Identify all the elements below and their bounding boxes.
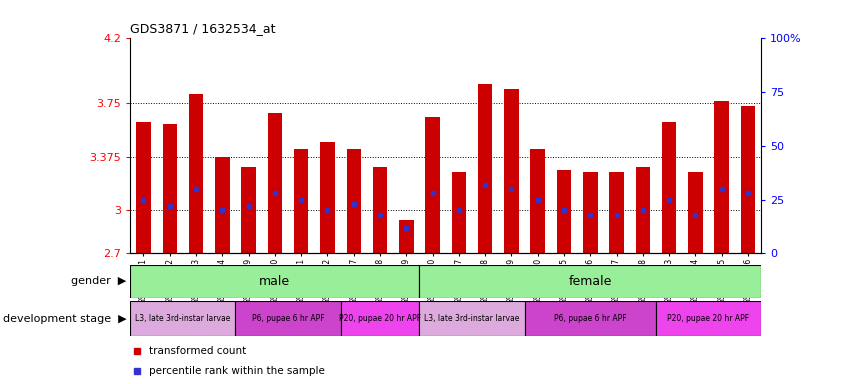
Bar bbox=[189, 94, 204, 253]
Text: L3, late 3rd-instar larvae: L3, late 3rd-instar larvae bbox=[425, 314, 520, 323]
Bar bbox=[741, 106, 755, 253]
Text: P6, pupae 6 hr APF: P6, pupae 6 hr APF bbox=[554, 314, 627, 323]
Text: P20, pupae 20 hr APF: P20, pupae 20 hr APF bbox=[339, 314, 421, 323]
Bar bbox=[346, 149, 361, 253]
Bar bbox=[452, 172, 466, 253]
Text: transformed count: transformed count bbox=[149, 346, 246, 356]
Text: P20, pupae 20 hr APF: P20, pupae 20 hr APF bbox=[668, 314, 749, 323]
Bar bbox=[341, 301, 420, 336]
Bar bbox=[715, 101, 729, 253]
Bar bbox=[420, 265, 761, 298]
Text: percentile rank within the sample: percentile rank within the sample bbox=[149, 366, 325, 376]
Bar bbox=[525, 301, 656, 336]
Bar bbox=[215, 157, 230, 253]
Bar bbox=[610, 172, 624, 253]
Bar bbox=[373, 167, 387, 253]
Bar bbox=[636, 167, 650, 253]
Bar bbox=[656, 301, 761, 336]
Bar bbox=[399, 220, 414, 253]
Text: gender  ▶: gender ▶ bbox=[71, 276, 126, 286]
Text: GDS3871 / 1632534_at: GDS3871 / 1632534_at bbox=[130, 22, 276, 35]
Text: development stage  ▶: development stage ▶ bbox=[3, 314, 126, 324]
Bar bbox=[130, 265, 420, 298]
Text: P6, pupae 6 hr APF: P6, pupae 6 hr APF bbox=[251, 314, 325, 323]
Bar bbox=[426, 117, 440, 253]
Bar bbox=[294, 149, 309, 253]
Bar bbox=[136, 122, 151, 253]
Bar bbox=[267, 113, 282, 253]
Bar bbox=[235, 301, 341, 336]
Text: female: female bbox=[569, 275, 612, 288]
Bar bbox=[130, 301, 235, 336]
Bar bbox=[320, 142, 335, 253]
Bar bbox=[662, 122, 676, 253]
Bar bbox=[478, 84, 492, 253]
Text: male: male bbox=[259, 275, 290, 288]
Bar bbox=[505, 89, 519, 253]
Bar bbox=[241, 167, 256, 253]
Bar bbox=[557, 170, 571, 253]
Bar bbox=[420, 301, 525, 336]
Bar bbox=[688, 172, 702, 253]
Bar bbox=[162, 124, 177, 253]
Bar bbox=[531, 149, 545, 253]
Text: L3, late 3rd-instar larvae: L3, late 3rd-instar larvae bbox=[135, 314, 230, 323]
Bar bbox=[583, 172, 597, 253]
